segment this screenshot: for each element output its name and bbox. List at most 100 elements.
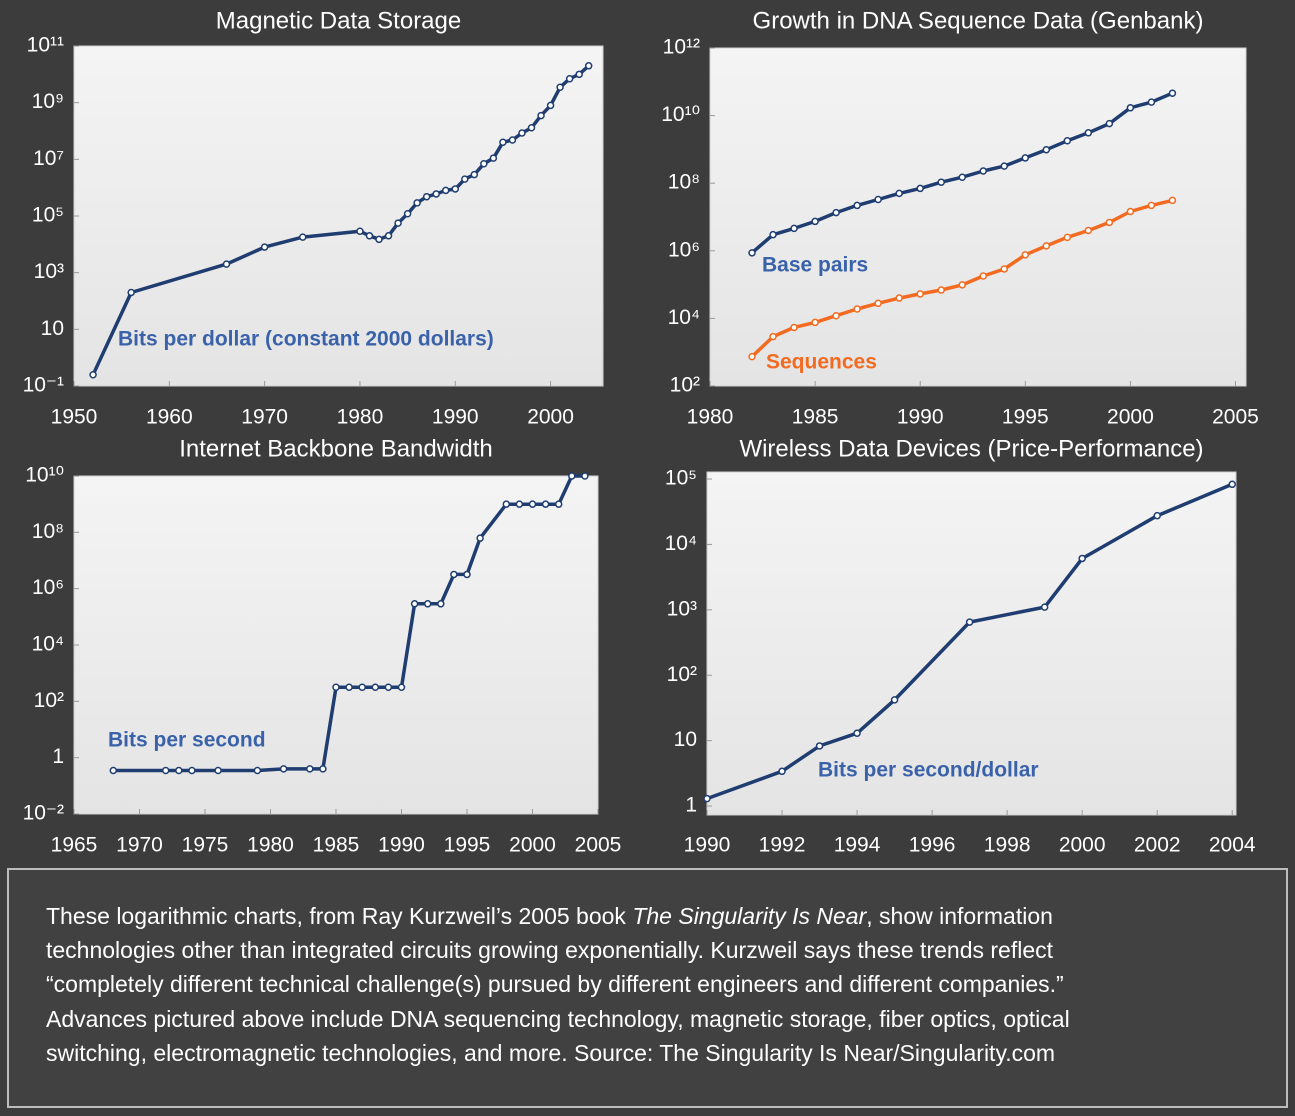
data-point <box>356 227 364 235</box>
data-point <box>748 352 756 361</box>
data-point <box>397 683 406 692</box>
data-point <box>384 232 393 240</box>
data-point <box>748 249 756 257</box>
data-point <box>916 290 924 298</box>
y-tick-label: 10² <box>670 374 700 397</box>
caption-text: , show information <box>866 903 1053 929</box>
x-tick-label: 1975 <box>182 834 229 857</box>
data-point <box>413 199 421 207</box>
data-point <box>1168 196 1177 205</box>
data-point <box>527 124 536 132</box>
data-point <box>1105 218 1114 227</box>
data-point <box>450 570 458 579</box>
y-tick-label: 1 <box>52 745 64 768</box>
plot-area <box>709 47 1247 387</box>
data-point <box>703 794 711 803</box>
caption-box <box>7 868 1288 1108</box>
y-tick-label: 10¹⁰ <box>661 103 700 126</box>
data-point <box>188 766 196 775</box>
y-tick-label: 10⁸ <box>32 520 64 543</box>
y-tick-label: 10 <box>41 317 64 340</box>
data-point <box>832 208 840 217</box>
data-point <box>1084 226 1093 235</box>
data-point <box>965 618 974 626</box>
annotation: Bits per dollar (constant 2000 dollars) <box>118 328 494 351</box>
data-point <box>423 600 432 608</box>
data-point <box>565 74 574 83</box>
y-tick-label: 10¹⁰ <box>25 464 64 487</box>
data-point <box>1000 265 1009 273</box>
book-title: The Singularity Is Near <box>632 903 867 929</box>
data-point <box>853 305 861 313</box>
data-point <box>1021 154 1030 162</box>
data-point <box>769 230 777 239</box>
data-point <box>394 219 402 227</box>
x-tick-label: 1990 <box>432 406 479 429</box>
x-tick-label: 2005 <box>575 834 622 857</box>
data-point <box>958 281 966 289</box>
x-tick-label: 1996 <box>909 834 956 857</box>
data-point <box>1084 129 1093 137</box>
data-point <box>1105 119 1114 128</box>
data-point <box>375 235 383 244</box>
caption-line: “completely different technical challeng… <box>46 971 1064 997</box>
y-tick-label: 10⁶ <box>32 576 64 599</box>
y-tick-label: 10¹¹ <box>27 34 64 57</box>
y-tick-label: 10³ <box>667 597 697 620</box>
data-point <box>345 683 353 692</box>
data-point <box>214 766 222 775</box>
data-point <box>1063 137 1072 145</box>
series-line <box>113 474 585 773</box>
x-tick-label: 1995 <box>1002 406 1049 429</box>
data-point <box>470 170 479 179</box>
data-point <box>371 683 380 692</box>
data-point <box>537 111 545 120</box>
data-point <box>916 184 924 193</box>
y-tick-label: 10² <box>34 689 64 712</box>
data-point <box>515 500 524 508</box>
y-tick-label: 10² <box>667 663 697 686</box>
caption-line: switching, electromagnetic technologies,… <box>46 1040 1055 1066</box>
data-point <box>222 260 231 268</box>
x-tick-label: 2000 <box>509 834 556 857</box>
x-tick-label: 1985 <box>792 406 839 429</box>
y-tick-label: 10⁷ <box>33 147 64 170</box>
data-point <box>175 766 183 775</box>
data-point <box>422 192 431 201</box>
y-tick-label: 10⁶ <box>668 238 700 261</box>
data-point <box>1021 251 1030 259</box>
data-point <box>811 217 819 226</box>
data-point <box>260 243 269 251</box>
data-point <box>790 323 798 332</box>
data-point <box>937 178 945 186</box>
data-point <box>979 272 988 280</box>
y-tick-label: 10⁵ <box>32 204 64 227</box>
data-point <box>476 534 484 542</box>
x-tick-label: 2005 <box>1212 406 1259 429</box>
annotation: Bits per second <box>108 729 266 752</box>
data-point <box>451 185 460 193</box>
data-point <box>1000 162 1009 170</box>
data-point <box>332 683 340 692</box>
chart-title: Growth in DNA Sequence Data (Genbank) <box>753 7 1204 34</box>
x-tick-label: 1950 <box>51 406 98 429</box>
data-point <box>489 154 498 162</box>
data-point <box>441 186 450 195</box>
x-tick-label: 1980 <box>247 834 294 857</box>
data-point <box>463 570 471 579</box>
data-point <box>1147 201 1156 210</box>
y-tick-label: 10⁻¹ <box>23 374 64 397</box>
x-tick-label: 2000 <box>1059 834 1106 857</box>
data-point <box>853 201 861 210</box>
data-point <box>461 175 469 183</box>
x-tick-label: 1990 <box>684 834 731 857</box>
data-point <box>546 101 555 110</box>
x-tick-label: 1992 <box>759 834 806 857</box>
data-point <box>161 766 170 775</box>
data-point <box>1042 145 1051 154</box>
plot-area <box>706 471 1237 816</box>
data-point <box>299 233 307 241</box>
data-point <box>432 190 440 198</box>
series-label: Base pairs <box>762 254 868 277</box>
